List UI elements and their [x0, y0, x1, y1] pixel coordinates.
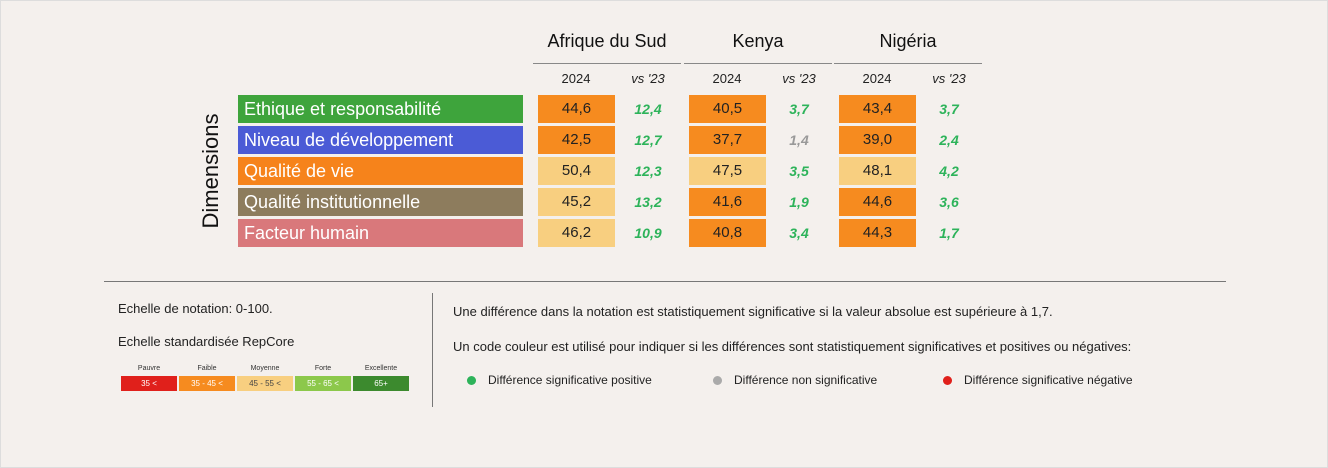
subheader: 2024 — [561, 71, 591, 86]
diff-cell: 1,4 — [789, 132, 809, 148]
country-header: Nigéria — [879, 31, 937, 51]
diff-cell: 1,7 — [939, 225, 959, 241]
subheader: vs '23 — [782, 71, 816, 86]
dimension-label: Ethique et responsabilité — [238, 95, 523, 123]
score-cell: 46,2 — [538, 219, 615, 247]
note: Une différence dans la notation est stat… — [453, 304, 1053, 319]
scale-name: Moyenne — [250, 365, 280, 372]
diff-cell: 3,5 — [789, 163, 809, 179]
header-rule — [834, 63, 982, 64]
legend-label: Différence non significative — [734, 373, 878, 387]
score-cell: 37,7 — [689, 126, 766, 154]
subheader: 2024 — [862, 71, 892, 86]
diff-cell: 3,4 — [789, 225, 809, 241]
score-cell: 50,4 — [538, 157, 615, 185]
diff-cell: 12,7 — [634, 132, 662, 148]
subheader: vs '23 — [631, 71, 665, 86]
score-cell: 45,2 — [538, 188, 615, 216]
scale-box: 35 < — [121, 376, 177, 391]
legend-dot — [943, 376, 952, 385]
dimension-label: Niveau de développement — [238, 126, 523, 154]
subheader: 2024 — [712, 71, 742, 86]
diff-cell: 10,9 — [634, 225, 662, 241]
header-rule — [684, 63, 832, 64]
subheader: vs '23 — [932, 71, 966, 86]
divider — [432, 293, 433, 407]
score-cell: 44,6 — [538, 95, 615, 123]
score-cell: 42,5 — [538, 126, 615, 154]
diff-cell: 3,6 — [939, 194, 959, 210]
score-cell: 43,4 — [839, 95, 916, 123]
diff-cell: 13,2 — [634, 194, 662, 210]
diff-cell: 4,2 — [939, 163, 959, 179]
country-header: Kenya — [732, 31, 784, 51]
diff-cell: 2,4 — [939, 132, 959, 148]
score-cell: 39,0 — [839, 126, 916, 154]
scale-box: 35 - 45 < — [179, 376, 235, 391]
legend-label: Différence significative négative — [964, 373, 1133, 387]
scale-box: 55 - 65 < — [295, 376, 351, 391]
dimension-label: Facteur humain — [238, 219, 523, 247]
dimension-label: Qualité de vie — [238, 157, 523, 185]
score-cell: 40,5 — [689, 95, 766, 123]
scale-title: Echelle standardisée RepCore — [118, 334, 295, 349]
score-cell: 47,5 — [689, 157, 766, 185]
scale-note: Echelle de notation: 0-100. — [118, 301, 273, 316]
scale-name: Pauvre — [137, 365, 161, 372]
legend-label: Différence significative positive — [488, 373, 652, 387]
divider — [104, 281, 1226, 282]
diff-cell: 12,3 — [634, 163, 662, 179]
country-header: Afrique du Sud — [547, 31, 667, 51]
dimension-label: Qualité institutionnelle — [238, 188, 523, 216]
diff-cell: 1,9 — [789, 194, 809, 210]
dimensions-label: Dimensions — [198, 113, 223, 229]
scale-name: Forte — [314, 365, 332, 372]
diff-cell: 12,4 — [634, 101, 662, 117]
score-cell: 48,1 — [839, 157, 916, 185]
score-cell: 41,6 — [689, 188, 766, 216]
score-cell: 44,6 — [839, 188, 916, 216]
diff-cell: 3,7 — [939, 101, 959, 117]
header-rule — [533, 63, 681, 64]
scale-box: 45 - 55 < — [237, 376, 293, 391]
legend-dot — [467, 376, 476, 385]
diff-cell: 3,7 — [789, 101, 809, 117]
score-cell: 44,3 — [839, 219, 916, 247]
scale-name: Excellente — [364, 365, 398, 372]
scale-box: 65+ — [353, 376, 409, 391]
note: Un code couleur est utilisé pour indique… — [453, 339, 1132, 354]
score-cell: 40,8 — [689, 219, 766, 247]
legend-dot — [713, 376, 722, 385]
scale-name: Faible — [197, 365, 217, 372]
